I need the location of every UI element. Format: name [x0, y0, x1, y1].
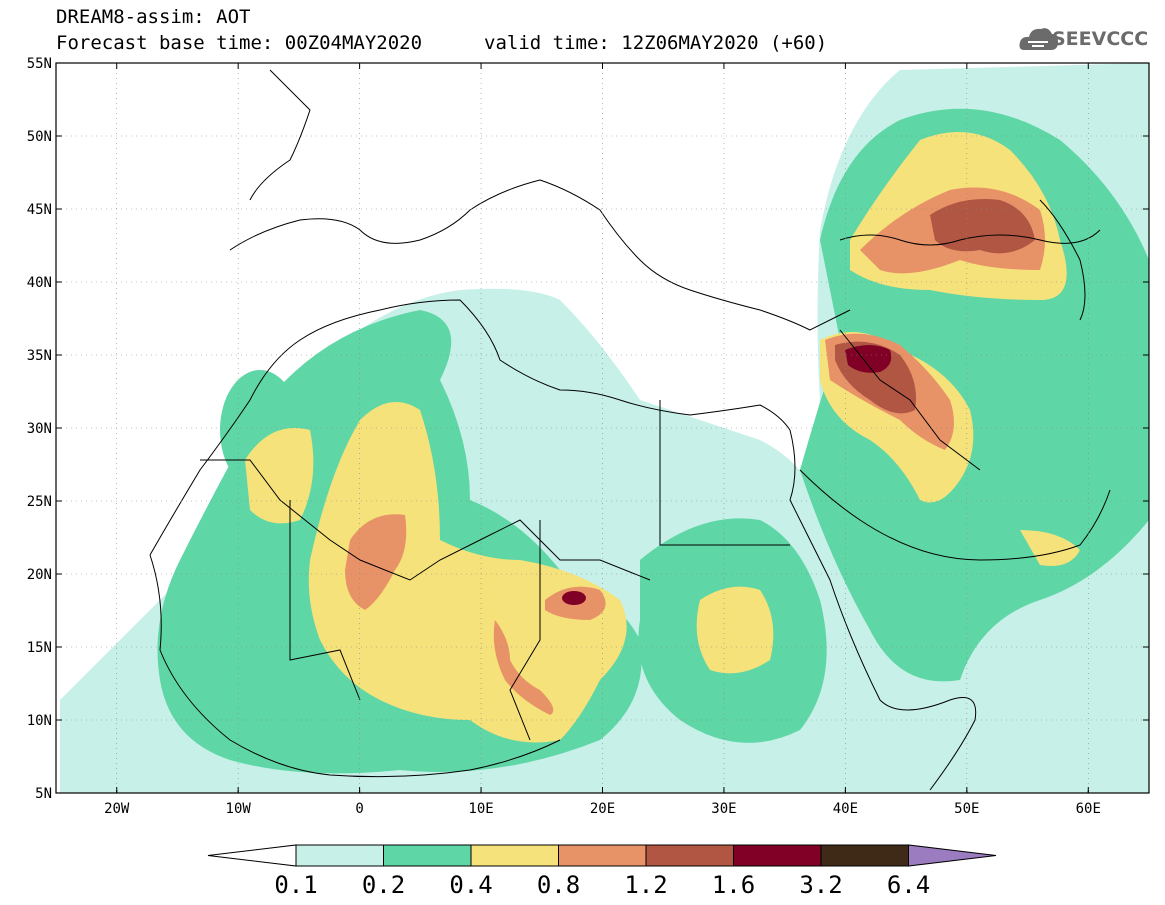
colorbar-label: 0.1	[274, 871, 317, 899]
colorbar-label: 3.2	[799, 871, 842, 899]
colorbar-swatch	[645, 844, 734, 867]
colorbar-label: 0.8	[537, 871, 580, 899]
logo-text: SEEVCCC	[1052, 28, 1149, 50]
lat-label: 30N	[27, 421, 52, 437]
colorbar-under-triangle	[207, 844, 297, 867]
graticule	[56, 63, 1149, 793]
lon-label: 30E	[711, 801, 736, 817]
colorbar-over-triangle	[908, 844, 997, 867]
coastlines	[149, 69, 1111, 791]
aot-band-1.6	[562, 345, 892, 605]
axis-ticks	[56, 62, 1149, 794]
colorbar-label: 0.4	[449, 871, 492, 899]
lon-label: 10E	[468, 801, 493, 817]
lat-label: 40N	[27, 275, 52, 291]
colorbar-swatch	[820, 844, 909, 867]
valid-time: valid time: 12Z06MAY2020 (+60)	[484, 32, 828, 54]
lat-label: 50N	[27, 129, 52, 145]
forecast-base-time: Forecast base time: 00Z04MAY2020	[56, 32, 423, 54]
colorbar	[207, 844, 997, 867]
colorbar-swatch	[733, 844, 822, 867]
colorbar-swatch	[383, 844, 472, 867]
lat-label: 55N	[27, 56, 52, 72]
longitude-labels: 20W 10W 0 10E 20E 30E 40E 50E 60E	[104, 801, 1101, 817]
colorbar-label: 0.2	[362, 871, 405, 899]
lon-label: 0	[355, 801, 363, 817]
lon-label: 20W	[104, 801, 130, 817]
colorbar-swatch	[295, 844, 384, 867]
lon-label: 20E	[590, 801, 615, 817]
map-title: DREAM8-assim: AOT	[56, 6, 251, 28]
latitude-labels: 55N 50N 45N 40N 35N 30N 25N 20N 15N 10N 5N	[27, 56, 52, 802]
lat-label: 35N	[27, 348, 52, 364]
colorbar-label: 6.4	[887, 871, 930, 899]
lat-label: 25N	[27, 494, 52, 510]
lon-label: 60E	[1076, 801, 1101, 817]
lat-label: 45N	[27, 202, 52, 218]
colorbar-swatch	[470, 844, 559, 867]
lat-label: 20N	[27, 567, 52, 583]
cloud-logo-icon	[1019, 28, 1058, 50]
lat-label: 10N	[27, 713, 52, 729]
colorbar-swatch	[558, 844, 647, 867]
lon-label: 40E	[833, 801, 858, 817]
lat-label: 15N	[27, 640, 52, 656]
colorbar-label: 1.6	[712, 871, 755, 899]
colorbar-labels: 0.1 0.2 0.4 0.8 1.2 1.6 3.2 6.4	[274, 871, 930, 899]
lon-label: 50E	[954, 801, 979, 817]
colorbar-label: 1.2	[624, 871, 667, 899]
lat-label: 5N	[35, 786, 52, 802]
lon-label: 10W	[226, 801, 252, 817]
